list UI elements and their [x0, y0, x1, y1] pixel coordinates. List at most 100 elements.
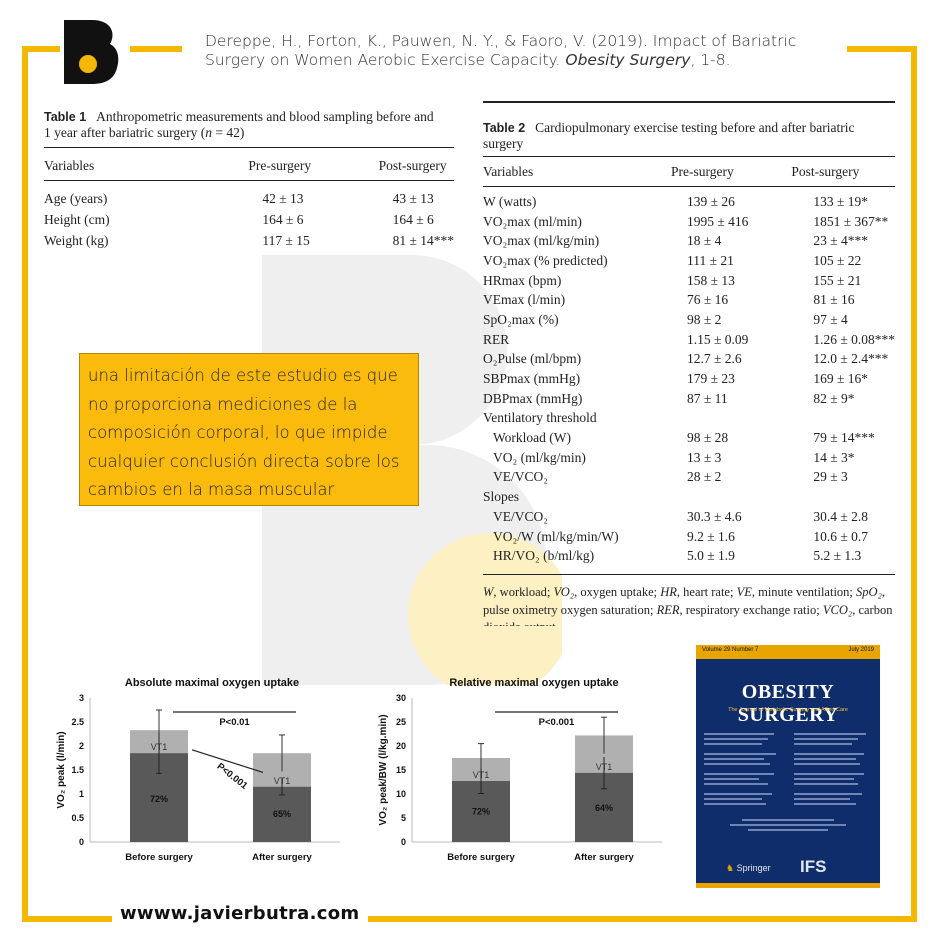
table2-cell-variable: Ventilatory threshold — [483, 410, 597, 426]
footnote-text: , minute ventilation; — [751, 585, 857, 599]
table2-cell-variable: W (watts) — [483, 193, 537, 209]
chart-percent-label: 72% — [150, 794, 168, 804]
table2-cell-variable: VE/VCO₂ — [493, 508, 548, 524]
chart-y-axis-label: VO₂ peak/BW (l/kg.min) — [378, 714, 389, 825]
table-row: RER 1.15 ± 0.09 1.26 ± 0.08*** — [483, 330, 895, 350]
table2-header-cell: Pre-surgery — [670, 164, 734, 179]
cover-date: July 2019 — [848, 647, 874, 653]
table1: Variables Pre-surgery Post-surgery Age (yea… — [44, 150, 454, 251]
table2: Variables Pre-surgery Post-surgery W (watts… — [483, 160, 895, 566]
table-row: VO₂ (ml/kg/min) 13 ± 3 14 ± 3* — [483, 448, 895, 468]
chart-title: Relative maximal oxygen uptake — [449, 677, 618, 689]
table2-cell-post: 1.26 ± 0.08*** — [813, 331, 895, 347]
table2-rule-top — [483, 101, 895, 103]
table2-cell-post — [791, 487, 895, 507]
chart-percent-label: 64% — [595, 803, 613, 813]
cover-header-band — [696, 645, 880, 659]
table1-header-cell: Post-surgery — [378, 158, 447, 173]
table2-cell-pre: 76 ± 16 — [686, 292, 729, 308]
frame-bottom — [22, 916, 112, 922]
chart-category-label: Before surgery — [447, 852, 515, 863]
table2-cell-pre: 5.0 ± 1.9 — [686, 548, 735, 564]
chart-vt1-label: VT1 — [596, 762, 613, 772]
table2-cell-variable: VO₂max (ml/min) — [483, 213, 582, 229]
footnote-text: , workload; — [493, 585, 554, 599]
website-url[interactable]: wwww.javierbutra.com — [120, 903, 360, 924]
table1-cell-variable: Age (years) — [44, 190, 108, 206]
brand-logo — [64, 20, 119, 84]
footnote-text: , oxygen uptake; — [574, 585, 661, 599]
table2-cell-variable: VEmax (l/min) — [483, 292, 566, 308]
chart-category-label: After surgery — [252, 852, 312, 863]
table2-cell-post: 81 ± 16 — [813, 292, 855, 308]
footnote-abbr: W — [483, 585, 494, 599]
table2-cell-pre: 12.7 ± 2.6 — [686, 351, 742, 367]
chart-vt1-label: VT1 — [473, 770, 490, 780]
frame-bottom-right — [368, 916, 917, 922]
table-row: VO₂max (ml/min) 1995 ± 416 1851 ± 367** — [483, 212, 895, 232]
cover-society: IFS — [800, 857, 827, 876]
footnote-text: , respiratory exchange ratio; — [679, 602, 823, 617]
table-row: Workload (W) 98 ± 28 79 ± 14*** — [483, 428, 895, 448]
citation-line-1: Dereppe, H., Forton, K., Pauwen, N. Y., … — [205, 32, 797, 50]
table2-cell-post: 82 ± 9* — [813, 390, 855, 406]
table2-cell-variable: VO₂max (% predicted) — [483, 252, 608, 268]
springer-icon: ♞ — [726, 863, 735, 873]
chart-significance-label: P<0.01 — [219, 717, 250, 728]
chart-y-tick-label: 20 — [396, 741, 406, 751]
table2-label: Table 2 — [483, 121, 526, 135]
cover-contents-text — [704, 733, 866, 831]
table-row: Ventilatory threshold — [483, 409, 895, 429]
table2-cell-variable: VO₂max (ml/kg/min) — [483, 233, 600, 249]
table1-cell-pre: 164 ± 6 — [262, 211, 304, 227]
chart-y-tick-label: 2.5 — [71, 717, 84, 727]
table2-cell-pre: 13 ± 3 — [686, 449, 722, 465]
table2-cell-variable: RER — [483, 331, 510, 347]
chart-category-label: After surgery — [574, 852, 634, 863]
chart-percent-label: 65% — [273, 809, 291, 819]
table2-cell-variable: SBPmax (mmHg) — [483, 371, 581, 387]
chart-y-tick-label: 2 — [79, 741, 84, 751]
table2-caption: Table 2 Cardiopulmonary exercise testing … — [483, 120, 903, 152]
table2-cell-variable: HRmax (bpm) — [483, 272, 562, 288]
chart-y-tick-label: 10 — [396, 789, 406, 799]
table2-cell-post: 14 ± 3* — [813, 449, 855, 465]
table2-footnote: W, workload; VO₂, oxygen uptake; HR, hea… — [483, 584, 903, 626]
table-row: W (watts) 139 ± 26 133 ± 19* — [483, 192, 895, 212]
table2-cell-post: 30.4 ± 2.8 — [813, 508, 868, 524]
chart-title: Absolute maximal oxygen uptake — [125, 677, 299, 689]
table2-cell-pre: 139 ± 26 — [686, 193, 735, 209]
table1-rule-mid — [44, 180, 454, 181]
table2-rule-bottom — [483, 574, 895, 575]
chart-y-tick-label: 1 — [79, 789, 84, 799]
chart-bar-vt1 — [253, 786, 311, 842]
chart-percent-label: 72% — [472, 807, 490, 817]
table-row: HRmax (bpm) 158 ± 13 155 ± 21 — [483, 271, 895, 291]
table-row: SpO₂max (%) 98 ± 2 97 ± 4 — [483, 310, 895, 330]
table2-header-cell: Post-surgery — [791, 164, 860, 179]
footnote-abbr: VCO₂ — [822, 602, 853, 617]
chart-category-label: Before surgery — [125, 852, 193, 863]
table1-caption: Table 1 Anthropometric measurements and b… — [44, 109, 464, 141]
chart-significance-line-2 — [191, 749, 264, 773]
citation-journal: Obesity Surgery — [565, 51, 691, 69]
table1-header-cell: Pre-surgery — [248, 158, 312, 173]
table2-cell-variable: VO₂/W (ml/kg/min/W) — [493, 528, 619, 544]
footnote-abbr: RER — [656, 602, 680, 617]
table2-cell-pre: 9.2 ± 1.6 — [686, 528, 735, 544]
chart-y-axis-label: VO₂ peak (l/min) — [56, 731, 67, 808]
table2-cell-pre: 30.3 ± 4.6 — [686, 508, 742, 524]
table1-caption-n: n — [205, 125, 213, 140]
table1-header-row: Variables Pre-surgery Post-surgery — [44, 150, 454, 182]
table2-cell-pre — [671, 409, 791, 429]
frame-top-short — [130, 46, 182, 52]
table1-header-cell: Variables — [44, 158, 95, 173]
table-row: DBPmax (mmHg) 87 ± 11 82 ± 9* — [483, 389, 895, 409]
table2-header-row: Variables Pre-surgery Post-surgery — [483, 160, 895, 184]
chart-y-tick-label: 30 — [396, 693, 406, 703]
table2-cell-post: 79 ± 14*** — [813, 430, 875, 446]
table2-cell-post: 133 ± 19* — [813, 193, 868, 209]
table-row: VO₂/W (ml/kg/min/W) 9.2 ± 1.6 10.6 ± 0.7 — [483, 527, 895, 547]
chart-y-tick-label: 1.5 — [71, 765, 84, 775]
cover-subtitle: The Journal of Metabolic Surgery and All… — [728, 707, 848, 713]
